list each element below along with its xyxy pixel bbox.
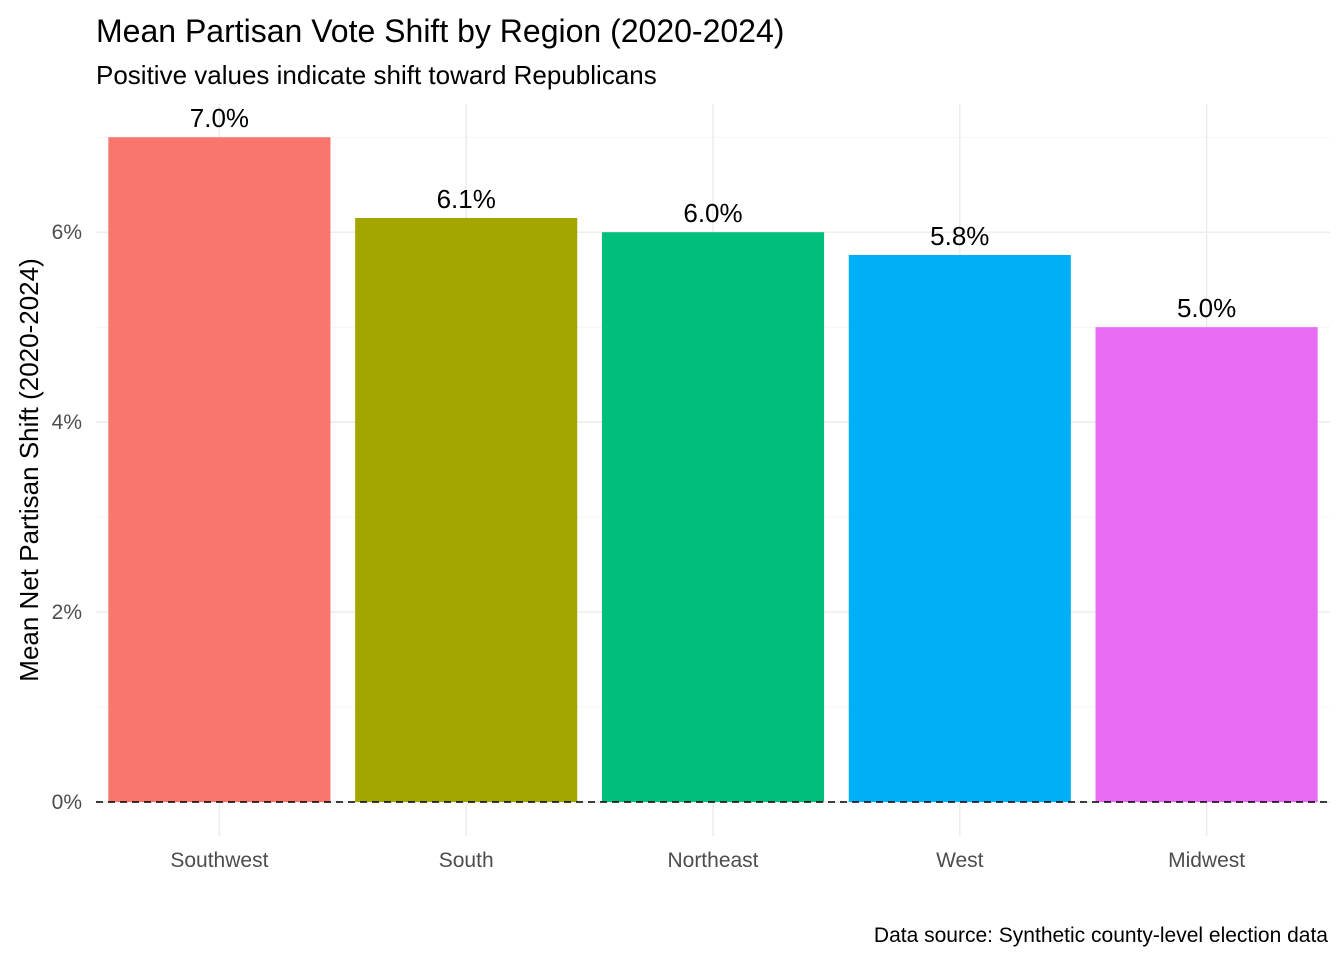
bar-value-labels: 7.0% 6.1% 6.0% 5.8% 5.0%: [190, 103, 1236, 323]
bar-value-label: 6.0%: [683, 198, 742, 228]
bars: [96, 137, 1330, 803]
bar-northeast: [601, 232, 825, 802]
x-tick-label: South: [439, 849, 494, 872]
bar-value-label: 5.0%: [1177, 293, 1236, 323]
y-tick-label: 4%: [52, 411, 82, 434]
bar-southwest: [108, 137, 331, 802]
bar-west: [848, 254, 1071, 803]
bar-value-label: 7.0%: [190, 103, 249, 133]
y-axis-title: Mean Net Partisan Shift (2020-2024): [14, 258, 44, 681]
x-tick-label: Northeast: [667, 849, 758, 872]
bar-value-label: 5.8%: [930, 221, 989, 251]
axes: 0% 2% 4% 6% Southwest South Northeast West Midwe…: [52, 221, 1246, 872]
chart-title: Mean Partisan Vote Shift by Region (2020…: [96, 13, 784, 49]
y-tick-label: 2%: [52, 601, 82, 624]
bar-south: [355, 217, 578, 803]
chart-caption: Data source: Synthetic county-level elec…: [874, 924, 1328, 947]
x-tick-label: Midwest: [1168, 849, 1245, 872]
x-tick-label: Southwest: [170, 849, 268, 872]
x-tick-label: West: [936, 849, 984, 872]
y-tick-label: 6%: [52, 221, 82, 244]
bar-value-label: 6.1%: [437, 184, 496, 214]
bar-midwest: [1095, 327, 1318, 802]
y-tick-label: 0%: [52, 791, 82, 814]
chart-subtitle: Positive values indicate shift toward Re…: [96, 60, 657, 90]
